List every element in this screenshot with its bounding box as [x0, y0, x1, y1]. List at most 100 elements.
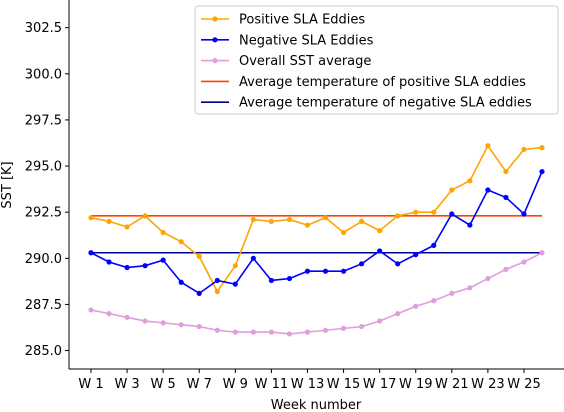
legend-label: Positive SLA Eddies	[239, 13, 365, 28]
data-point	[88, 307, 93, 312]
data-point	[179, 239, 184, 244]
data-point	[215, 278, 220, 283]
data-point	[449, 291, 454, 296]
data-point	[395, 311, 400, 316]
y-ticks: 285.0 287.5 290.0 292.5 295.0 297.5 300.0 302.5	[25, 21, 69, 359]
data-point	[106, 259, 111, 264]
data-point	[467, 222, 472, 227]
data-point	[269, 219, 274, 224]
y-tick-label: 295.0	[25, 160, 62, 175]
x-tick-label: W 25	[507, 377, 541, 392]
data-point	[467, 178, 472, 183]
data-point	[503, 169, 508, 174]
data-point	[503, 195, 508, 200]
data-point	[269, 278, 274, 283]
data-point	[179, 280, 184, 285]
data-point	[143, 318, 148, 323]
data-point	[287, 217, 292, 222]
legend-marker	[212, 16, 217, 21]
x-tick-label: W 1	[78, 377, 103, 392]
data-point	[413, 304, 418, 309]
data-point	[106, 311, 111, 316]
data-point	[395, 213, 400, 218]
data-point	[323, 328, 328, 333]
x-tick-label: W 7	[187, 377, 212, 392]
data-point	[251, 217, 256, 222]
data-point	[323, 269, 328, 274]
data-point	[323, 215, 328, 220]
y-tick-label: 287.5	[25, 298, 62, 313]
data-point	[503, 267, 508, 272]
data-point	[413, 252, 418, 257]
data-point	[269, 330, 274, 335]
data-point	[305, 222, 310, 227]
data-point	[539, 145, 544, 150]
legend: Positive SLA Eddies Negative SLA Eddies Ov…	[195, 6, 558, 114]
data-point	[377, 228, 382, 233]
series-overall-sst-average	[88, 250, 544, 336]
data-point	[179, 322, 184, 327]
data-point	[485, 276, 490, 281]
data-point	[359, 219, 364, 224]
data-point	[377, 248, 382, 253]
legend-marker	[212, 58, 217, 63]
data-point	[449, 211, 454, 216]
data-point	[413, 210, 418, 215]
data-point	[431, 298, 436, 303]
data-point	[124, 224, 129, 229]
data-point	[521, 147, 526, 152]
legend-label: Average temperature of positive SLA eddi…	[239, 75, 526, 90]
data-point	[251, 256, 256, 261]
data-point	[215, 289, 220, 294]
data-point	[161, 258, 166, 263]
data-point	[124, 265, 129, 270]
data-point	[305, 330, 310, 335]
data-point	[197, 291, 202, 296]
data-point	[161, 320, 166, 325]
series-line	[91, 253, 542, 334]
data-point	[215, 328, 220, 333]
data-point	[287, 276, 292, 281]
series-layer	[88, 143, 544, 336]
legend-label: Negative SLA Eddies	[239, 33, 374, 48]
data-point	[359, 261, 364, 266]
data-point	[485, 143, 490, 148]
data-point	[88, 215, 93, 220]
legend-label: Overall SST average	[239, 54, 371, 69]
data-point	[395, 261, 400, 266]
data-point	[521, 259, 526, 264]
data-point	[233, 263, 238, 268]
series-negative-sla-eddies	[88, 169, 544, 296]
data-point	[143, 213, 148, 218]
data-point	[359, 324, 364, 329]
data-point	[106, 219, 111, 224]
y-tick-label: 297.5	[25, 113, 62, 128]
data-point	[377, 318, 382, 323]
data-point	[197, 324, 202, 329]
x-tick-label: W 17	[363, 377, 397, 392]
legend-marker	[212, 37, 217, 42]
data-point	[521, 211, 526, 216]
data-point	[88, 250, 93, 255]
data-point	[539, 250, 544, 255]
x-axis-label: Week number	[271, 398, 362, 412]
y-tick-label: 300.0	[25, 67, 62, 82]
y-tick-label: 292.5	[25, 206, 62, 221]
y-tick-label: 302.5	[25, 21, 62, 36]
x-tick-label: W 5	[151, 377, 176, 392]
data-point	[431, 243, 436, 248]
data-point	[251, 330, 256, 335]
data-point	[197, 254, 202, 259]
x-tick-label: W 21	[435, 377, 469, 392]
y-tick-label: 290.0	[25, 252, 62, 267]
x-tick-label: W 19	[399, 377, 433, 392]
x-tick-label: W 11	[255, 377, 289, 392]
series-line	[91, 146, 542, 292]
legend-label: Average temperature of negative SLA eddi…	[239, 96, 532, 111]
data-point	[161, 230, 166, 235]
y-axis-label: SST [K]	[0, 161, 15, 208]
x-tick-label: W 3	[114, 377, 139, 392]
data-point	[341, 269, 346, 274]
